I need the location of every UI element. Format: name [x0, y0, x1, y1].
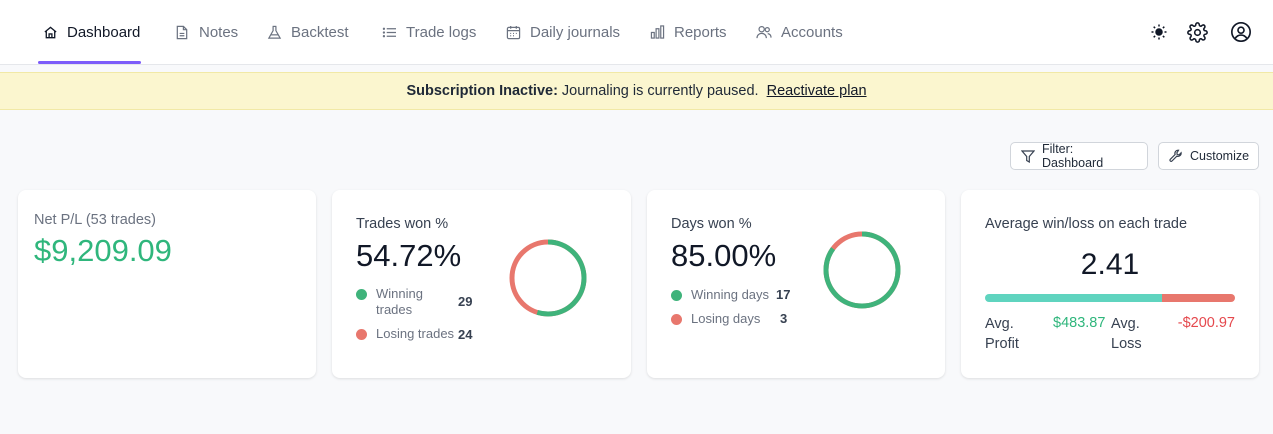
- trades-won-value: 54.72%: [356, 238, 462, 273]
- nav-backtest-label: Backtest: [291, 23, 349, 41]
- losing-trades-count: 24: [458, 327, 473, 342]
- ratio-bar-loss: [1161, 294, 1235, 302]
- ratio-bar-profit: [985, 294, 1162, 302]
- nav-daily-journals-label: Daily journals: [530, 23, 621, 41]
- nav-notes[interactable]: Notes: [174, 0, 238, 64]
- customize-button[interactable]: Customize: [1158, 142, 1259, 170]
- banner-message: Journaling is currently paused.: [561, 83, 759, 99]
- winning-days-dot: [671, 290, 682, 301]
- bar-chart-icon: [649, 24, 665, 40]
- nav-backtest[interactable]: Backtest: [266, 0, 349, 64]
- avg-profit-label: Avg. Profit: [985, 314, 1019, 354]
- note-icon: [174, 24, 190, 40]
- winning-days-legend: Winning days: [671, 287, 769, 302]
- avg-loss-value: -$200.97: [1177, 315, 1235, 331]
- nav-dashboard-label: Dashboard: [67, 23, 141, 41]
- days-won-card: Days won % 85.00% Winning days 17 Losing…: [647, 190, 945, 378]
- days-won-donut-win: [823, 231, 901, 309]
- nav-dashboard[interactable]: Dashboard: [42, 0, 140, 64]
- avg-profit-label-line2: Profit: [985, 336, 1019, 352]
- winning-trades-label-line2: trades: [376, 302, 413, 317]
- nav-reports[interactable]: Reports: [649, 0, 727, 64]
- losing-days-label: Losing days: [691, 311, 761, 326]
- net-pl-card: Net P/L (53 trades) $9,209.09: [18, 190, 316, 378]
- days-won-value: 85.00%: [671, 238, 777, 273]
- days-won-title: Days won %: [671, 216, 752, 232]
- winning-days-label: Winning days: [691, 287, 770, 302]
- calendar-icon: [505, 24, 521, 40]
- theme-toggle-icon[interactable]: [1147, 20, 1171, 44]
- avg-loss-label-line2: Loss: [1111, 336, 1142, 352]
- winning-days-count: 17: [776, 287, 791, 302]
- reactivate-plan-link[interactable]: Reactivate plan: [766, 83, 867, 99]
- days-won-donut: [823, 231, 901, 309]
- top-navigation: Dashboard Notes Backtest Trade logs Dail…: [0, 0, 1273, 65]
- win-loss-ratio-bar: [985, 294, 1235, 302]
- avg-profit-label-line1: Avg.: [985, 316, 1014, 332]
- avg-profit-value: $483.87: [1053, 315, 1106, 331]
- losing-trades-label: Losing trades: [376, 326, 455, 341]
- net-pl-value: $9,209.09: [34, 233, 172, 268]
- winning-trades-count: 29: [458, 294, 473, 309]
- losing-days-count: 3: [780, 311, 788, 326]
- losing-trades-dot: [356, 329, 367, 340]
- winning-trades-label-line1: Winning: [376, 286, 423, 301]
- home-icon: [42, 24, 58, 40]
- nav-notes-label: Notes: [199, 23, 239, 41]
- customize-label: Customize: [1190, 149, 1250, 163]
- avg-loss-label: Avg. Loss: [1111, 314, 1142, 354]
- trades-won-card: Trades won % 54.72% Winning trades 29 Lo…: [332, 190, 631, 378]
- net-pl-title: Net P/L (53 trades): [34, 212, 156, 228]
- nav-accounts-label: Accounts: [781, 23, 843, 41]
- filter-dashboard-label: Filter: Dashboard: [1042, 142, 1104, 170]
- losing-trades-legend: Losing trades: [356, 326, 454, 341]
- winning-trades-dot: [356, 289, 367, 300]
- trades-won-donut-win: [509, 239, 587, 317]
- settings-gear-icon[interactable]: [1185, 20, 1209, 44]
- flask-icon: [266, 24, 282, 40]
- users-icon: [756, 24, 772, 40]
- nav-trade-logs-label: Trade logs: [406, 23, 477, 41]
- losing-days-legend: Losing days: [671, 311, 760, 326]
- avg-win-loss-title: Average win/loss on each trade: [985, 216, 1188, 232]
- nav-daily-journals[interactable]: Daily journals: [505, 0, 620, 64]
- winning-trades-label: Winning trades: [376, 286, 423, 318]
- user-profile-icon[interactable]: [1229, 20, 1253, 44]
- avg-win-loss-ratio: 2.41: [1080, 248, 1140, 281]
- trades-won-title: Trades won %: [356, 216, 449, 232]
- banner-title: Subscription Inactive:: [406, 83, 558, 99]
- losing-days-dot: [671, 314, 682, 325]
- winning-trades-legend: Winning trades: [356, 286, 423, 318]
- list-icon: [381, 24, 397, 40]
- nav-trade-logs[interactable]: Trade logs: [381, 0, 476, 64]
- nav-reports-label: Reports: [674, 23, 727, 41]
- active-tab-indicator: [38, 61, 141, 64]
- filter-dashboard-button[interactable]: Filter: Dashboard: [1010, 142, 1148, 170]
- avg-loss-label-line1: Avg.: [1111, 316, 1140, 332]
- subscription-banner: Subscription Inactive: Journaling is cur…: [0, 72, 1273, 110]
- filter-icon: [1021, 149, 1035, 163]
- avg-win-loss-card: Average win/loss on each trade 2.41 Avg.…: [961, 190, 1259, 378]
- wrench-icon: [1169, 149, 1183, 163]
- trades-won-donut: [509, 239, 587, 317]
- nav-accounts[interactable]: Accounts: [756, 0, 843, 64]
